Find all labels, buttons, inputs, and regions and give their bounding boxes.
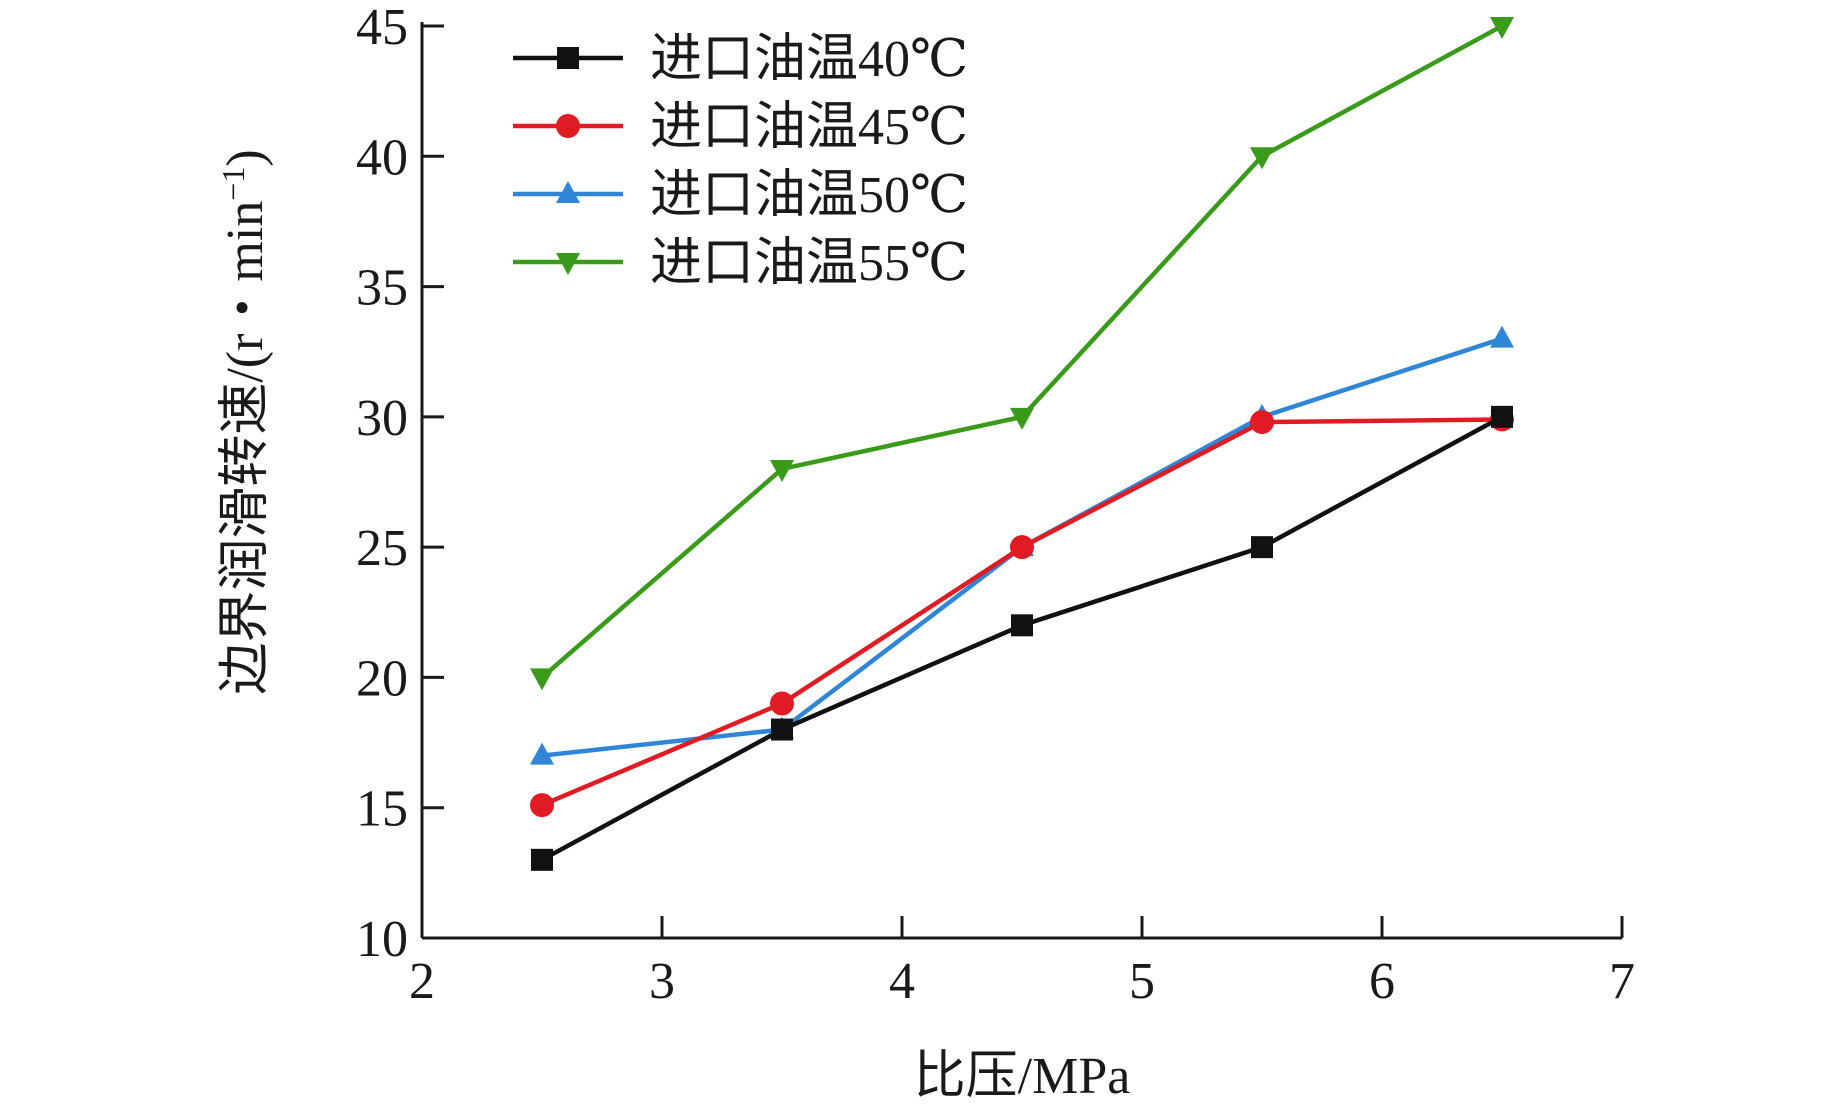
data-point-square <box>1011 614 1033 637</box>
legend-marker-square <box>557 47 579 69</box>
legend-label: 进口油温55℃ <box>650 235 968 292</box>
y-axis-title-main: 边界润滑转速/(r・min <box>217 201 274 695</box>
x-tick-label: 5 <box>1129 953 1155 1010</box>
series-3 <box>530 17 1514 691</box>
legend: 进口油温40℃ 进口油温45℃ 进口油温50℃ 进口油温55℃ <box>513 31 968 292</box>
data-point-triangle-down <box>530 668 554 691</box>
legend-marker-triangle-down <box>556 253 580 275</box>
data-point-triangle-down <box>1250 147 1274 170</box>
y-tick-label: 15 <box>356 781 408 838</box>
y-axis-title-close: ) <box>217 149 274 166</box>
legend-item: 进口油温55℃ <box>513 235 968 292</box>
y-tick-label: 20 <box>356 650 408 707</box>
x-tick-label: 4 <box>889 953 915 1010</box>
legend-marker-circle <box>556 114 580 138</box>
legend-item: 进口油温50℃ <box>513 167 968 224</box>
x-axis-title: 比压/MPa <box>914 1048 1131 1103</box>
legend-item: 进口油温45℃ <box>513 99 968 156</box>
y-tick-label: 10 <box>356 911 408 968</box>
series-1 <box>530 407 1514 818</box>
data-point-circle <box>1010 535 1034 560</box>
y-tick-label: 40 <box>356 129 408 186</box>
x-tick-label: 3 <box>649 953 675 1010</box>
series-layer <box>530 17 1514 871</box>
series-0 <box>531 405 1513 871</box>
y-tick-label: 35 <box>356 260 408 317</box>
legend-label: 进口油温50℃ <box>650 167 968 224</box>
y-axis-title-superscript: −1 <box>215 167 251 201</box>
legend-marker-triangle-up <box>556 181 580 203</box>
legend-item: 进口油温40℃ <box>513 31 968 88</box>
legend-label: 进口油温40℃ <box>650 31 968 88</box>
data-point-triangle-down <box>770 459 794 482</box>
data-point-square <box>531 848 553 871</box>
data-point-square <box>771 718 793 741</box>
legend-label: 进口油温45℃ <box>650 99 968 156</box>
data-point-triangle-down <box>1010 407 1034 430</box>
x-tick-label: 7 <box>1609 953 1635 1010</box>
data-point-square <box>1251 536 1273 559</box>
y-tick-label: 25 <box>356 520 408 577</box>
data-point-triangle-down <box>1490 17 1514 39</box>
x-tick-label: 6 <box>1369 953 1395 1010</box>
series-line <box>541 417 1503 808</box>
data-point-triangle-up <box>1490 325 1514 348</box>
x-tick-label: 2 <box>409 953 435 1010</box>
data-point-circle <box>1250 410 1274 435</box>
y-tick-label: 45 <box>356 0 408 56</box>
y-tick-label: 30 <box>356 390 408 447</box>
data-point-circle <box>770 691 794 716</box>
data-point-triangle-up <box>530 742 554 765</box>
data-point-circle <box>530 793 554 818</box>
y-axis-title: 边界润滑转速/(r・min−1) <box>215 149 274 694</box>
series-line <box>540 414 1504 862</box>
data-point-square <box>1491 405 1513 428</box>
